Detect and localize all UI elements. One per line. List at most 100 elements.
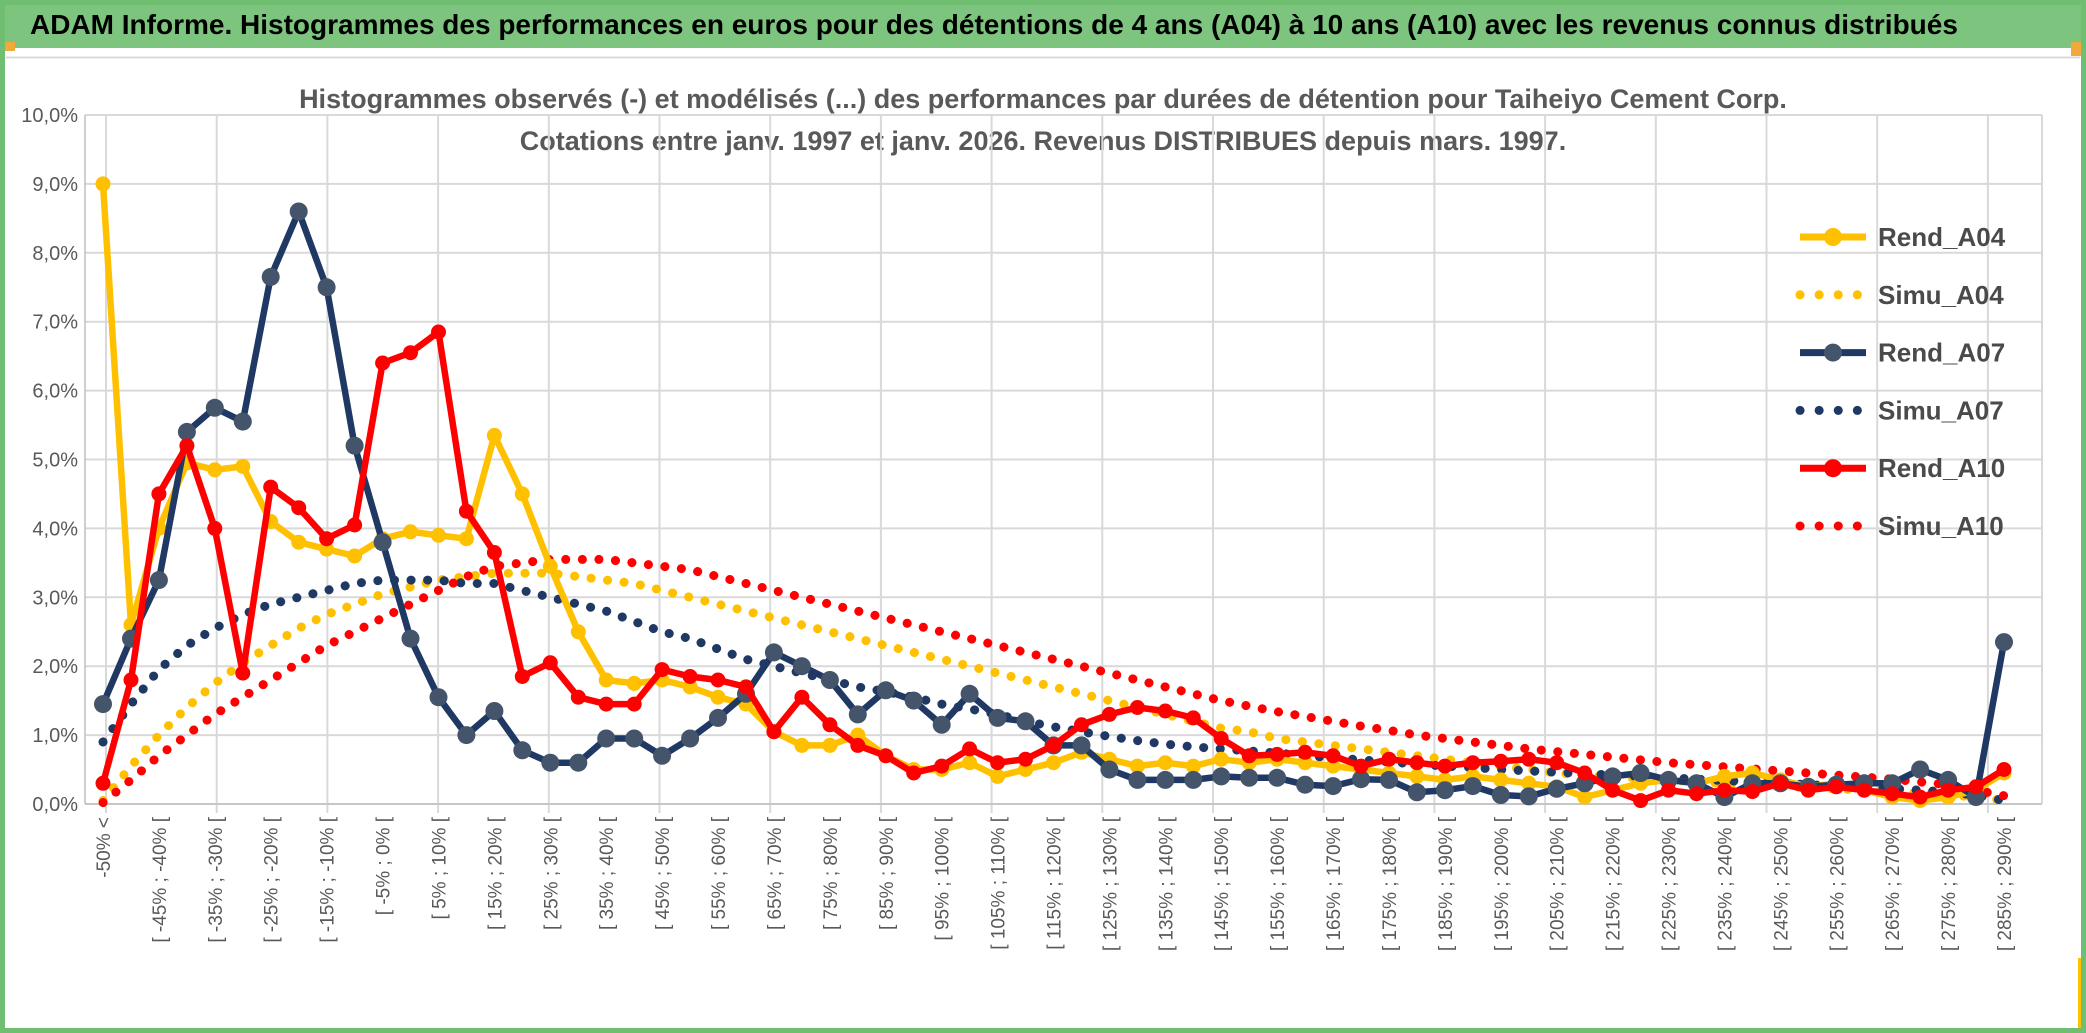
data-point-Rend_A04 <box>1213 751 1229 767</box>
data-point-Rend_A07 <box>345 436 364 455</box>
data-point-Rend_A07 <box>1603 767 1622 786</box>
x-axis-label: [ -45% ; -40% [ <box>150 816 171 942</box>
data-point-Rend_A10 <box>375 355 391 371</box>
data-point-Rend_A10 <box>1661 782 1676 798</box>
data-point-Rend_A07 <box>233 412 252 431</box>
data-point-Rend_A04 <box>458 531 474 547</box>
x-axis-label: [ 155% ; 160% [ <box>1268 816 1289 951</box>
data-point-Rend_A10 <box>1185 710 1201 726</box>
legend-label: Rend_A07 <box>1878 338 2005 368</box>
x-axis-label: [ 135% ; 140% [ <box>1156 816 1177 951</box>
data-point-Rend_A07 <box>289 202 308 221</box>
data-point-Rend_A07 <box>1072 736 1091 755</box>
data-point-Rend_A10 <box>1241 748 1257 764</box>
x-axis-label: [ 125% ; 130% [ <box>1100 816 1121 951</box>
chart-title-line1: Histogrammes observés (-) et modélisés (… <box>299 84 1787 114</box>
data-point-Rend_A07 <box>429 688 448 707</box>
data-point-Rend_A07 <box>261 267 280 286</box>
data-point-Rend_A07 <box>1128 770 1147 789</box>
data-point-Rend_A10 <box>1465 755 1481 771</box>
data-point-Rend_A04 <box>822 737 838 753</box>
data-point-Rend_A07 <box>653 746 672 765</box>
x-axis-label: [ 35% ; 40% [ <box>597 816 618 930</box>
data-point-Rend_A10 <box>347 517 363 533</box>
x-axis-label: [ -25% ; -20% [ <box>262 816 283 942</box>
data-point-Rend_A10 <box>1353 758 1369 774</box>
data-point-Rend_A07 <box>876 681 895 700</box>
legend-label: Simu_A07 <box>1878 395 2004 425</box>
chart-title-line2: Cotations entre janv. 1997 et janv. 2026… <box>520 126 1566 156</box>
x-axis-label: [ 95% ; 100% [ <box>933 816 954 940</box>
data-point-Rend_A04 <box>431 527 446 543</box>
data-point-Rend_A10 <box>990 755 1006 771</box>
x-axis-label: [ 115% ; 120% [ <box>1045 816 1066 949</box>
data-point-Rend_A04 <box>1325 758 1341 774</box>
data-point-Rend_A10 <box>151 486 167 502</box>
data-point-Rend_A10 <box>822 717 838 733</box>
data-point-Rend_A07 <box>1324 777 1343 796</box>
data-point-Rend_A04 <box>347 548 363 564</box>
legend-swatch-marker <box>1824 459 1842 478</box>
data-point-Rend_A07 <box>1296 775 1315 794</box>
legend-item-Rend_A04[interactable]: Rend_A04 <box>1800 222 2006 252</box>
data-point-Rend_A10 <box>1884 786 1900 802</box>
data-point-Rend_A10 <box>291 500 307 516</box>
data-point-Rend_A10 <box>542 655 558 671</box>
x-axis-label: [ 255% ; 260% [ <box>1827 816 1848 951</box>
data-point-Rend_A04 <box>626 675 642 691</box>
data-point-Rend_A10 <box>1633 793 1649 809</box>
x-axis-label: [ 145% ; 150% [ <box>1212 816 1233 951</box>
x-axis-label: [ 235% ; 240% [ <box>1715 816 1736 951</box>
data-point-Rend_A10 <box>1213 731 1229 746</box>
data-point-Rend_A04 <box>990 768 1006 784</box>
data-point-Rend_A10 <box>906 765 922 781</box>
data-point-Rend_A07 <box>764 643 783 662</box>
legend-item-Simu_A07[interactable]: Simu_A07 <box>1795 395 2004 425</box>
series-Simu_A10 <box>98 554 2009 808</box>
x-axis-label: [ 185% ; 190% [ <box>1436 816 1457 951</box>
data-point-Rend_A07 <box>401 629 420 648</box>
data-point-Rend_A10 <box>1940 782 1956 798</box>
legend-item-Simu_A10[interactable]: Simu_A10 <box>1795 511 2004 541</box>
legend-item-Simu_A04[interactable]: Simu_A04 <box>1795 280 2004 310</box>
data-point-Rend_A07 <box>485 702 504 720</box>
data-point-Rend_A07 <box>960 684 979 703</box>
y-axis-label: 3,0% <box>32 587 78 609</box>
data-point-Rend_A07 <box>205 398 224 417</box>
series-Simu_A07 <box>98 575 2009 806</box>
data-point-Rend_A10 <box>626 696 642 712</box>
data-point-Rend_A07 <box>541 753 560 772</box>
data-point-Rend_A07 <box>513 741 532 760</box>
data-point-Rend_A07 <box>1407 783 1426 802</box>
data-point-Rend_A10 <box>962 741 978 757</box>
data-point-Rend_A04 <box>598 672 614 688</box>
legend-item-Rend_A07[interactable]: Rend_A07 <box>1800 338 2005 368</box>
data-point-Rend_A07 <box>94 695 112 714</box>
data-point-Rend_A10 <box>431 324 446 340</box>
data-point-Rend_A04 <box>962 755 978 771</box>
legend-label: Simu_A10 <box>1878 511 2004 541</box>
legend-item-Rend_A10[interactable]: Rend_A10 <box>1800 453 2005 483</box>
y-axis-label: 4,0% <box>32 518 78 540</box>
data-point-Rend_A10 <box>1605 782 1621 798</box>
data-point-Rend_A07 <box>1100 760 1119 779</box>
data-point-Rend_A10 <box>570 689 586 705</box>
data-point-Rend_A04 <box>710 689 726 705</box>
data-point-Rend_A10 <box>1996 762 2012 777</box>
data-point-Rend_A04 <box>403 524 418 540</box>
data-point-Rend_A07 <box>709 708 727 727</box>
y-axis-label: 10,0% <box>21 105 78 127</box>
data-point-Rend_A10 <box>514 669 530 684</box>
data-point-Rend_A10 <box>95 775 111 791</box>
header-bar <box>0 0 2086 48</box>
data-point-Rend_A04 <box>291 534 307 550</box>
x-axis-label: [ 195% ; 200% [ <box>1492 816 1513 951</box>
data-point-Rend_A10 <box>1018 751 1033 767</box>
x-axis-label: [ 175% ; 180% [ <box>1380 816 1401 951</box>
data-point-Rend_A07 <box>149 571 168 590</box>
data-point-Rend_A04 <box>1493 772 1509 788</box>
y-axis-label: 9,0% <box>32 174 78 196</box>
data-point-Rend_A04 <box>235 458 251 474</box>
x-axis-label: [ 285% ; 290% [ <box>1995 816 2016 951</box>
